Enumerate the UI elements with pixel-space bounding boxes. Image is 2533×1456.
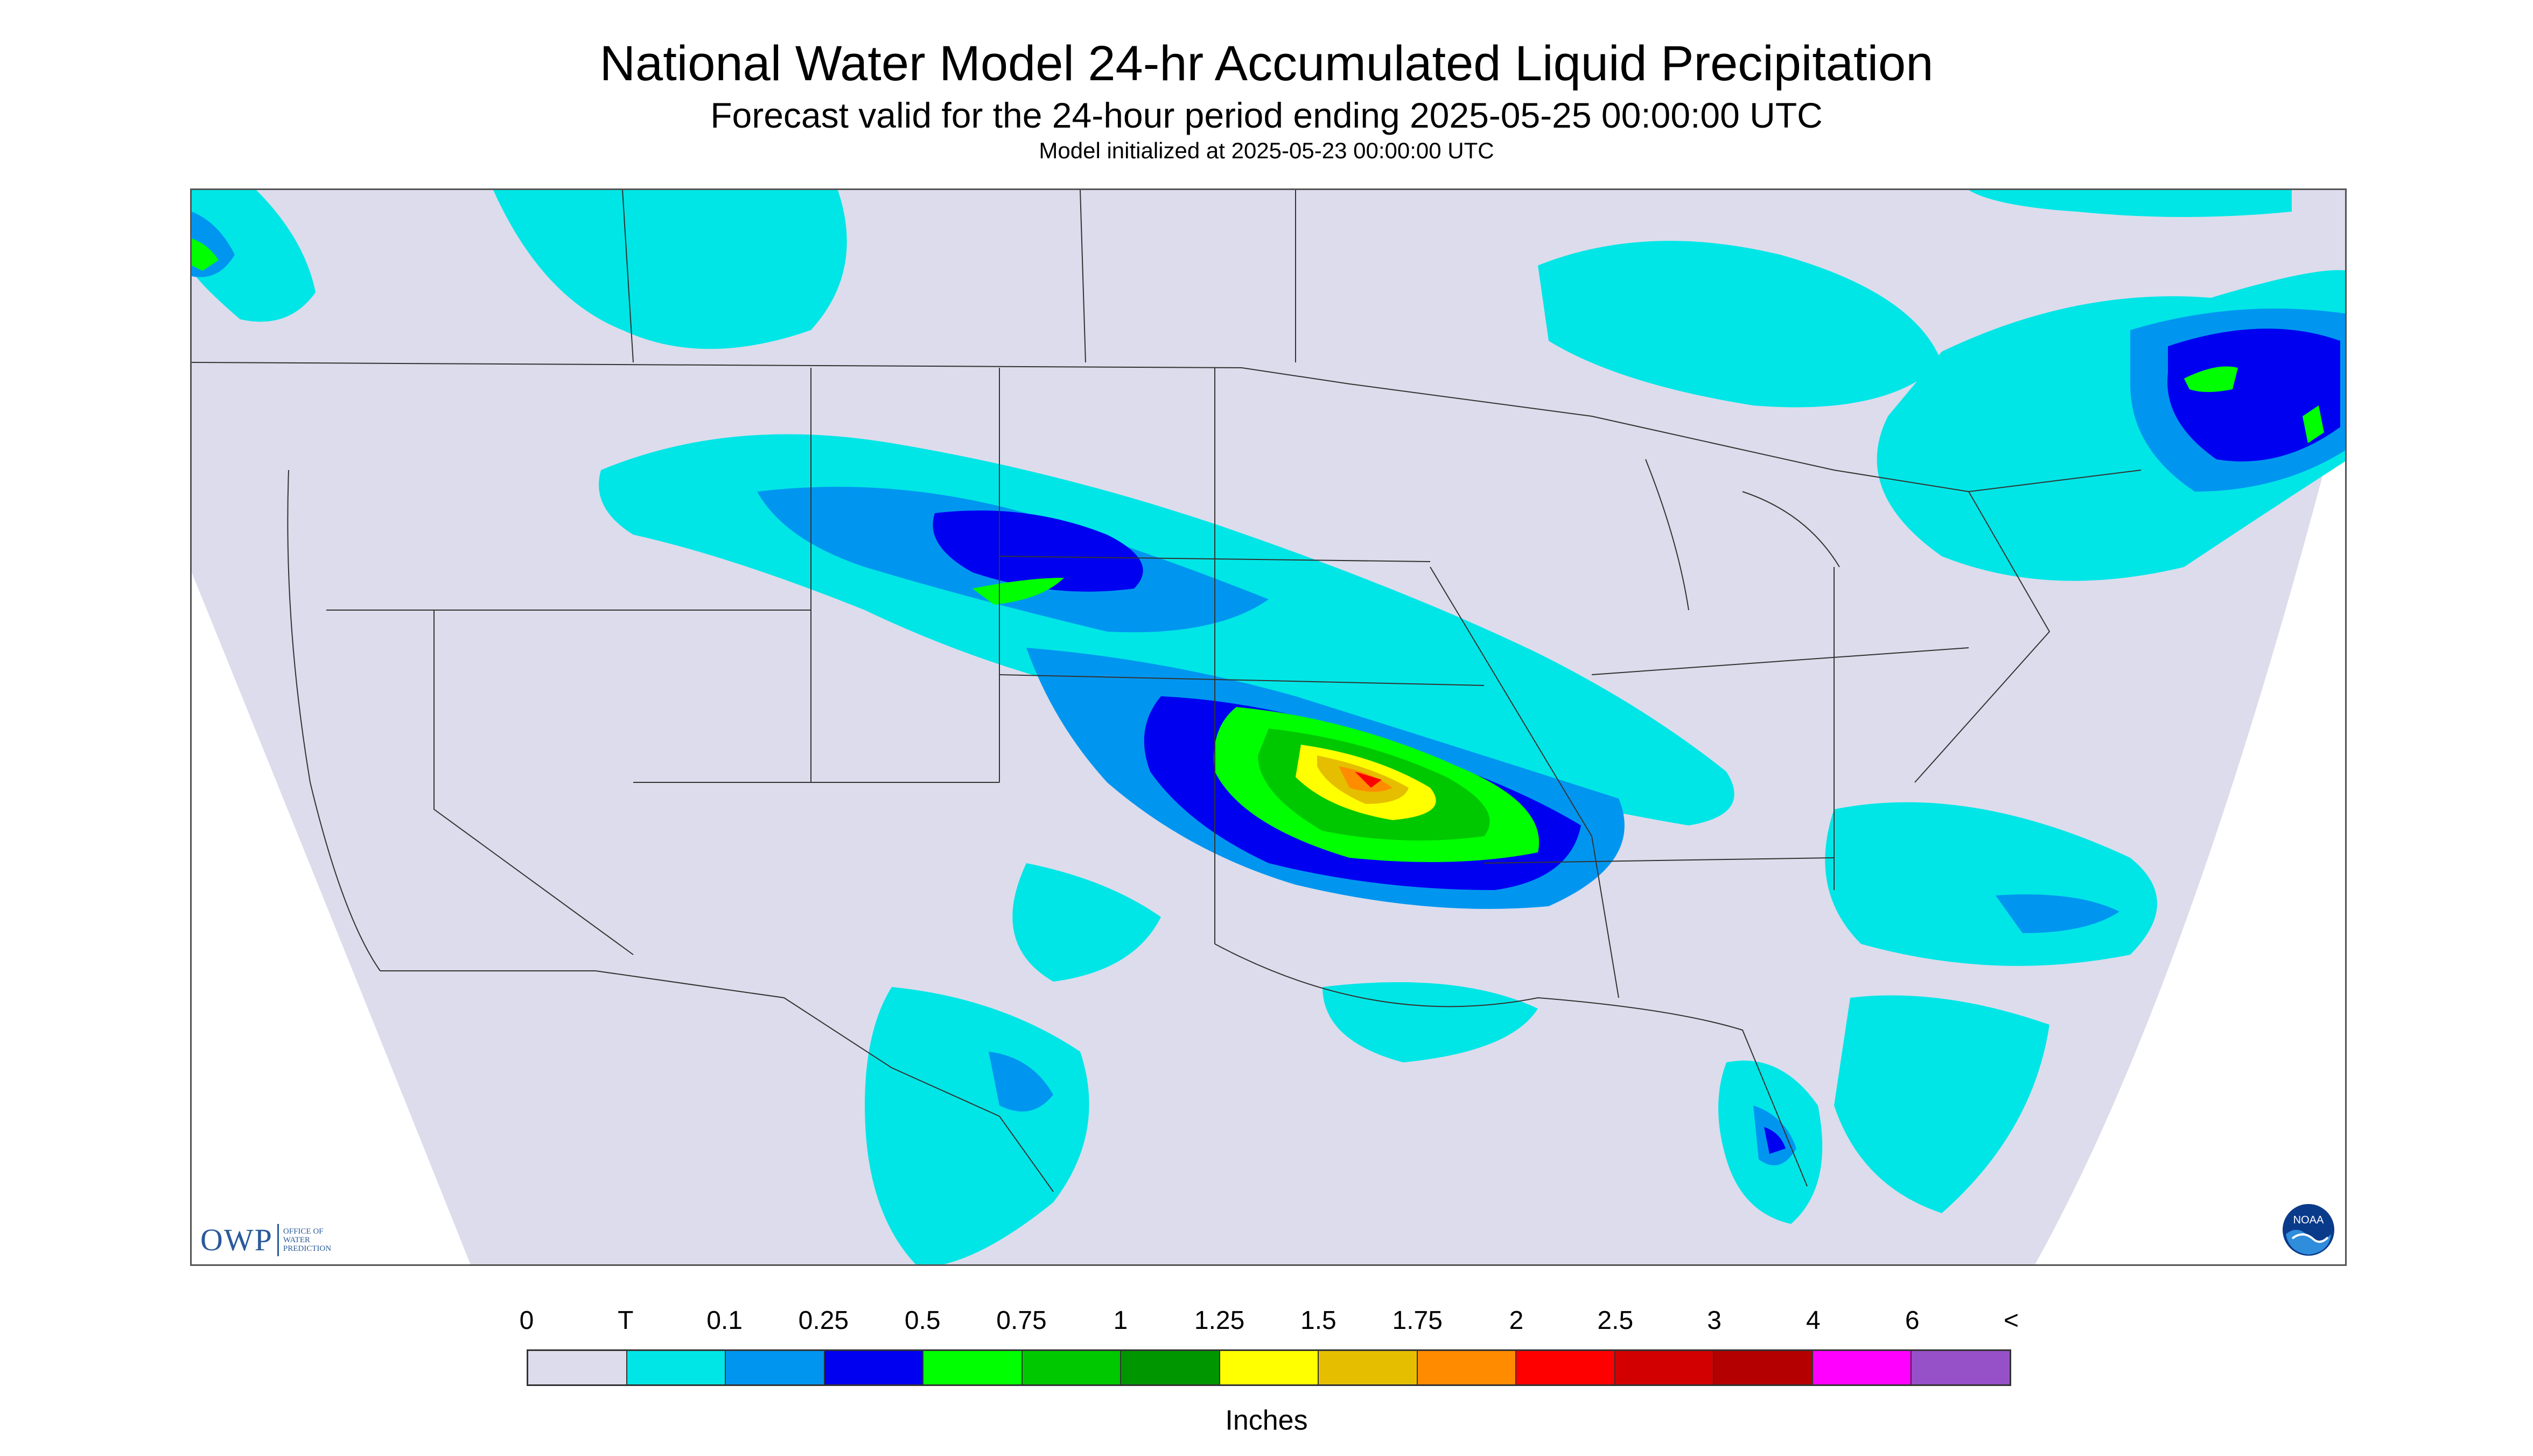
- colorbar-tick-label: 6: [1905, 1306, 1920, 1335]
- colorbar-units: Inches: [1225, 1405, 1308, 1436]
- owp-logo-separator: [277, 1223, 279, 1256]
- colorbar-segment: [1417, 1351, 1517, 1384]
- colorbar-segment: [1022, 1351, 1122, 1384]
- noaa-logo: NOAA: [2283, 1204, 2334, 1256]
- map-canvas: [192, 190, 2345, 1264]
- chart-title: National Water Model 24-hr Accumulated L…: [599, 36, 1934, 91]
- colorbar: [527, 1349, 2011, 1386]
- colorbar-segment: [824, 1351, 924, 1384]
- colorbar-tick-label: 2: [1509, 1306, 1524, 1335]
- colorbar-tick-label: 0.5: [904, 1306, 941, 1335]
- colorbar-tick-label: 0: [519, 1306, 534, 1335]
- colorbar-segment: [1516, 1351, 1615, 1384]
- colorbar-tick-label: T: [618, 1306, 634, 1335]
- colorbar-segment: [1121, 1351, 1220, 1384]
- colorbar-segment: [1813, 1351, 1912, 1384]
- colorbar-tick-label: 0.75: [996, 1306, 1047, 1335]
- colorbar-tick-label: 3: [1707, 1306, 1722, 1335]
- colorbar-segment: [1912, 1351, 2010, 1384]
- colorbar-segment: [1714, 1351, 1813, 1384]
- colorbar-tick-label: 1.75: [1392, 1306, 1443, 1335]
- noaa-logo-text: NOAA: [2293, 1214, 2324, 1226]
- colorbar-segment: [923, 1351, 1023, 1384]
- political-boundaries: [192, 190, 2142, 1192]
- colorbar-segment: [528, 1351, 627, 1384]
- colorbar-tick-label: 2.5: [1597, 1306, 1634, 1335]
- colorbar-tick-label: 1.25: [1194, 1306, 1245, 1335]
- precip-shading: [192, 190, 2345, 1264]
- precipitation-map: OWP OFFICE OF WATER PREDICTION NOAA: [190, 188, 2347, 1266]
- chart-subtitle: Forecast valid for the 24-hour period en…: [710, 95, 1823, 135]
- owp-logo-text: OFFICE OF WATER PREDICTION: [283, 1227, 332, 1253]
- owp-logo-mark: OWP: [200, 1222, 273, 1257]
- colorbar-tick-label: 4: [1806, 1306, 1821, 1335]
- colorbar-segment: [1220, 1351, 1319, 1384]
- owp-logo: OWP OFFICE OF WATER PREDICTION: [200, 1222, 331, 1258]
- colorbar-segment: [1319, 1351, 1418, 1384]
- colorbar-tick-label: <: [2003, 1306, 2019, 1335]
- colorbar-tick-label: 0.1: [706, 1306, 743, 1335]
- colorbar-tick-label: 1: [1113, 1306, 1128, 1335]
- model-init-line: Model initialized at 2025-05-23 00:00:00…: [1039, 138, 1494, 163]
- colorbar-tick-label: 1.5: [1300, 1306, 1337, 1335]
- colorbar-labels: 0 T 0.1 0.25 0.5 0.75 1 1.25 1.5 1.75 2 2.5 3 4 6 <: [520, 1306, 2019, 1338]
- colorbar-segment: [1615, 1351, 1715, 1384]
- colorbar-segment: [726, 1351, 825, 1384]
- colorbar-tick-label: 0.25: [798, 1306, 849, 1335]
- colorbar-segment: [627, 1351, 726, 1384]
